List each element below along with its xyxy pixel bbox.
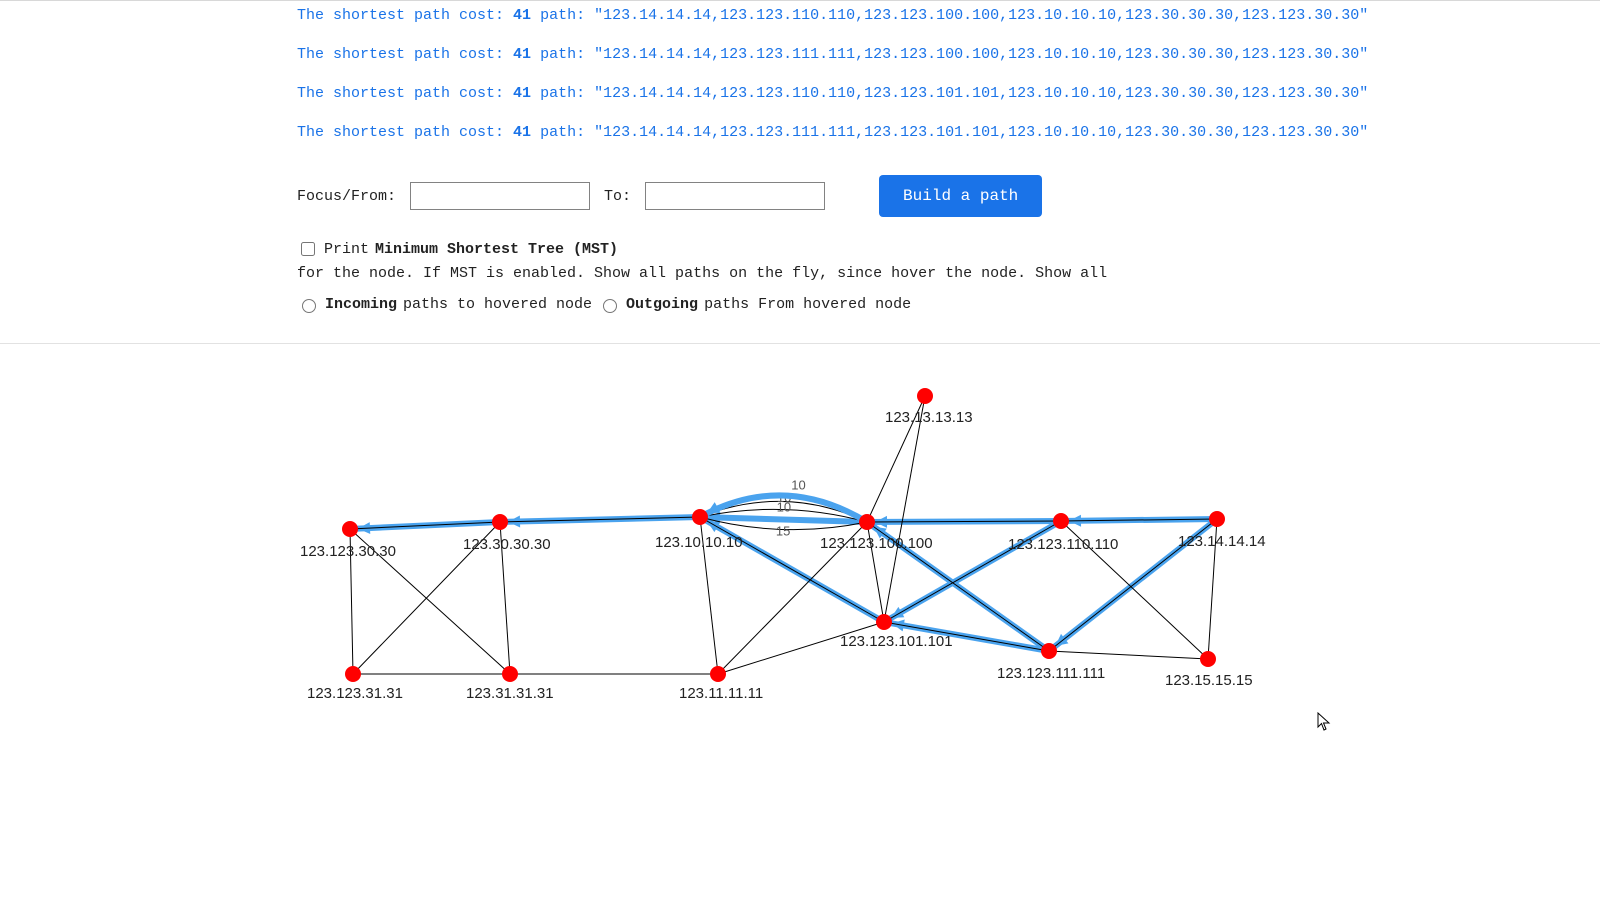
to-input[interactable]	[645, 182, 825, 210]
outgoing-tail: paths From hovered node	[704, 296, 911, 313]
graph-node-label: 123.123.111.111	[997, 665, 1105, 682]
from-input[interactable]	[410, 182, 590, 210]
direction-option-line: Incoming paths to hovered node Outgoing …	[297, 296, 1297, 313]
mst-text-strong: Minimum Shortest Tree (MST)	[375, 241, 618, 258]
graph-node[interactable]	[502, 666, 518, 682]
svg-text:10: 10	[791, 478, 805, 493]
graph-node-label: 123.10.10.10	[655, 534, 743, 551]
controls-row: Focus/From: To: Build a path	[297, 175, 1297, 217]
mst-option-line: Print Minimum Shortest Tree (MST) for th…	[297, 239, 1297, 282]
svg-text:15: 15	[776, 523, 790, 538]
graph-node[interactable]	[1041, 643, 1057, 659]
mst-checkbox[interactable]	[301, 242, 315, 256]
mst-text-tail: for the node. If MST is enabled. Show al…	[297, 265, 1107, 282]
graph-node-label: 123.123.110.110	[1008, 536, 1118, 553]
graph-node[interactable]	[1200, 651, 1216, 667]
graph-node[interactable]	[917, 388, 933, 404]
outgoing-radio[interactable]	[603, 299, 617, 313]
incoming-tail: paths to hovered node	[403, 296, 592, 313]
outgoing-strong: Outgoing	[626, 296, 698, 313]
network-graph[interactable]: 10101510123.123.30.30123.30.30.30123.10.…	[0, 344, 1600, 904]
graph-node[interactable]	[1209, 511, 1225, 527]
graph-node[interactable]	[876, 614, 892, 630]
graph-node-label: 123.11.11.11	[679, 685, 763, 702]
graph-node-label: 123.123.31.31	[307, 685, 403, 702]
to-label: To:	[604, 188, 631, 205]
graph-node[interactable]	[859, 514, 875, 530]
graph-node-label: 123.13.13.13	[885, 409, 973, 426]
build-path-button[interactable]: Build a path	[879, 175, 1042, 217]
graph-container: 10101510123.123.30.30123.30.30.30123.10.…	[0, 343, 1600, 904]
path-result-line: The shortest path cost: 41 path: "123.14…	[297, 85, 1297, 102]
from-label: Focus/From:	[297, 188, 396, 205]
graph-node-label: 123.123.30.30	[300, 543, 396, 560]
graph-node[interactable]	[345, 666, 361, 682]
mst-text-prefix: Print	[324, 241, 369, 258]
path-result-line: The shortest path cost: 41 path: "123.14…	[297, 46, 1297, 63]
graph-node-label: 123.15.15.15	[1165, 672, 1253, 689]
graph-node[interactable]	[1053, 513, 1069, 529]
incoming-strong: Incoming	[325, 296, 397, 313]
graph-node-label: 123.14.14.14	[1178, 533, 1266, 550]
graph-node[interactable]	[710, 666, 726, 682]
graph-node[interactable]	[492, 514, 508, 530]
path-result-line: The shortest path cost: 41 path: "123.14…	[297, 124, 1297, 141]
graph-node-label: 123.31.31.31	[466, 685, 554, 702]
path-result-line: The shortest path cost: 41 path: "123.14…	[297, 7, 1297, 24]
graph-node[interactable]	[342, 521, 358, 537]
graph-node-label: 123.30.30.30	[463, 536, 551, 553]
graph-node[interactable]	[692, 509, 708, 525]
graph-node-label: 123.123.101.101	[840, 633, 953, 650]
incoming-radio[interactable]	[302, 299, 316, 313]
graph-node-label: 123.123.100.100	[820, 535, 933, 552]
